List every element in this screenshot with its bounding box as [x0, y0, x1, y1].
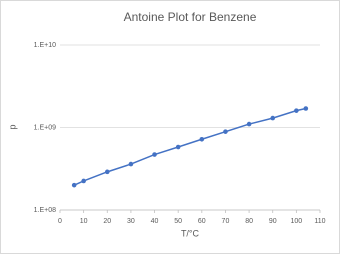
x-tick-label: 90 [269, 218, 277, 225]
x-tick-label: 0 [58, 218, 62, 225]
x-axis-label: T/°C [181, 228, 200, 238]
y-tick-label: 1.E+10 [34, 42, 56, 49]
data-point [152, 152, 157, 157]
data-point [303, 106, 309, 111]
data-point [71, 182, 77, 188]
data-point [223, 129, 228, 134]
y-tick-label: 1.E+09 [34, 124, 56, 131]
data-point [199, 136, 205, 142]
x-tick-label: 60 [198, 218, 206, 225]
data-point [270, 115, 276, 121]
y-tick-label: 1.E+08 [34, 207, 56, 214]
data-point [81, 178, 86, 184]
x-tick-label: 20 [103, 218, 111, 225]
series-line [73, 107, 306, 186]
data-point [294, 108, 299, 113]
x-tick-label: 30 [127, 218, 135, 225]
x-tick-label: 110 [314, 218, 325, 225]
data-point [128, 161, 134, 167]
data-point [175, 144, 181, 150]
x-tick-label: 70 [222, 218, 230, 225]
x-tick-label: 50 [174, 218, 182, 225]
data-point [104, 169, 110, 175]
x-tick-label: 10 [80, 218, 88, 225]
x-tick-label: 40 [151, 218, 159, 225]
data-point [246, 121, 252, 127]
x-tick-label: 100 [291, 218, 303, 225]
chart-title: Antoine Plot for Benzene [124, 10, 257, 24]
y-axis-label: p [7, 124, 17, 129]
x-tick-label: 80 [245, 218, 253, 225]
